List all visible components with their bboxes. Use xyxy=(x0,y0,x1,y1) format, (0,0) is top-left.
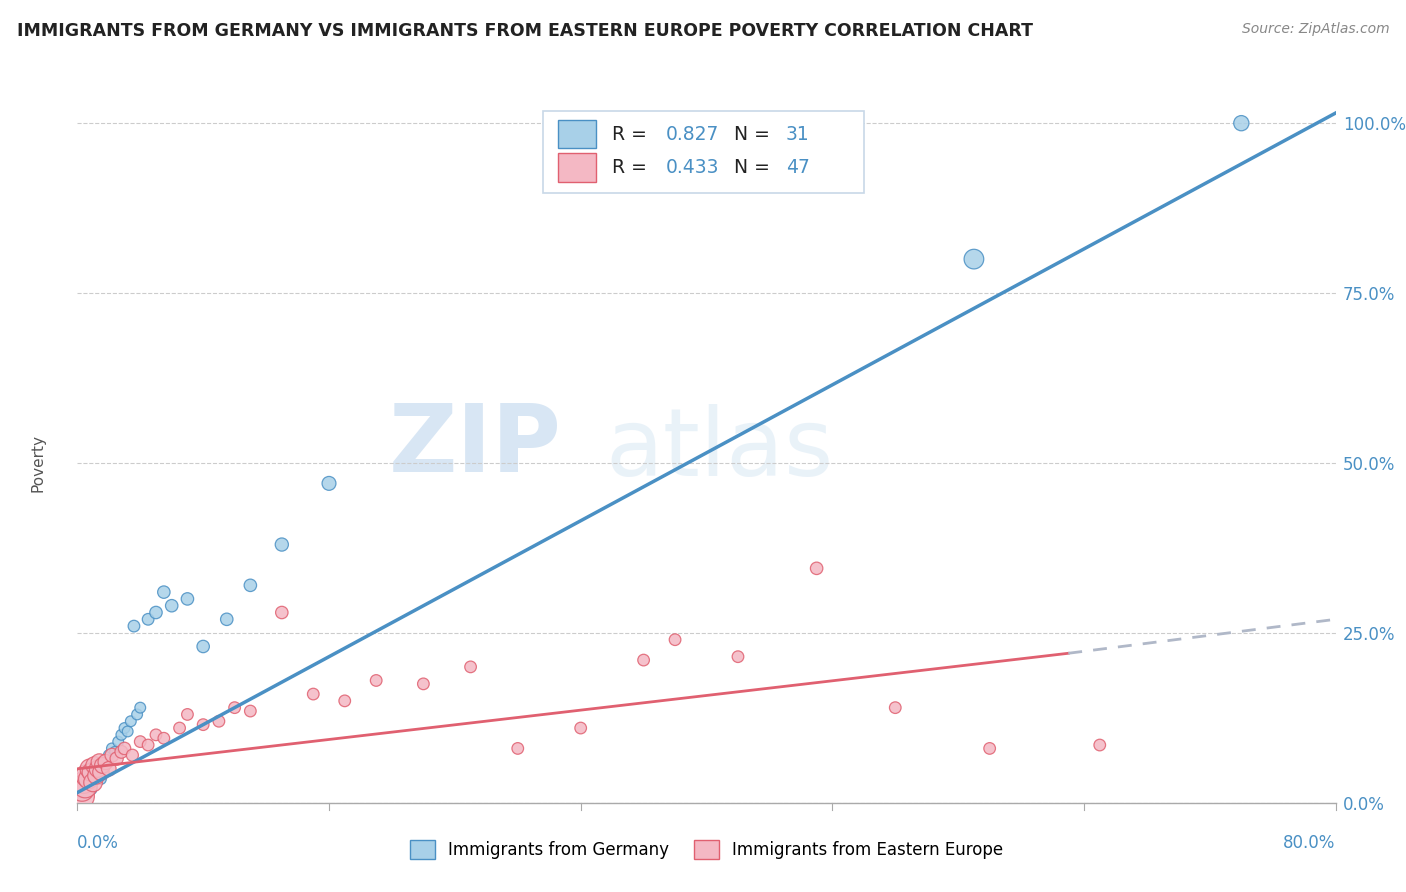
Point xyxy=(127,707,149,722)
Point xyxy=(114,741,136,756)
Point xyxy=(120,714,142,729)
Point xyxy=(110,728,132,742)
Point xyxy=(82,775,104,789)
Text: N =: N = xyxy=(734,158,776,178)
Point xyxy=(145,728,167,742)
Point xyxy=(121,748,143,763)
Point xyxy=(160,599,183,613)
Text: N =: N = xyxy=(734,125,776,144)
Point xyxy=(963,252,986,266)
Point xyxy=(239,578,262,592)
Point xyxy=(460,660,482,674)
Text: Poverty: Poverty xyxy=(31,434,45,492)
Point xyxy=(1088,738,1111,752)
FancyBboxPatch shape xyxy=(558,120,596,148)
Point xyxy=(80,782,103,797)
Point xyxy=(270,537,292,551)
Text: 0.433: 0.433 xyxy=(666,158,720,178)
Point xyxy=(333,694,356,708)
Text: 0.827: 0.827 xyxy=(666,125,720,144)
Point xyxy=(633,653,655,667)
Point xyxy=(70,786,93,800)
Point xyxy=(1230,116,1253,130)
Point xyxy=(83,769,105,783)
Point xyxy=(569,721,592,735)
Point xyxy=(114,721,136,735)
Point xyxy=(70,782,93,797)
Point xyxy=(91,758,114,772)
Point xyxy=(101,741,124,756)
Text: R =: R = xyxy=(612,125,652,144)
Text: 0.0%: 0.0% xyxy=(77,834,120,852)
Text: IMMIGRANTS FROM GERMANY VS IMMIGRANTS FROM EASTERN EUROPE POVERTY CORRELATION CH: IMMIGRANTS FROM GERMANY VS IMMIGRANTS FR… xyxy=(17,22,1033,40)
Point xyxy=(191,717,215,731)
Point xyxy=(97,762,120,776)
Point xyxy=(87,762,110,776)
Point xyxy=(76,769,98,783)
Point xyxy=(94,755,117,769)
Point xyxy=(176,591,198,606)
Point xyxy=(90,765,112,780)
Text: R =: R = xyxy=(612,158,652,178)
Text: ZIP: ZIP xyxy=(389,400,562,492)
Point xyxy=(208,714,231,729)
Text: 80.0%: 80.0% xyxy=(1284,834,1336,852)
Point xyxy=(77,772,100,786)
Point xyxy=(104,745,127,759)
Point xyxy=(110,745,132,759)
Text: 31: 31 xyxy=(786,125,810,144)
Point xyxy=(239,704,262,718)
Point xyxy=(105,751,128,765)
Point xyxy=(169,721,191,735)
Point xyxy=(69,789,91,803)
FancyBboxPatch shape xyxy=(543,111,863,193)
Point xyxy=(366,673,388,688)
Text: 47: 47 xyxy=(786,158,810,178)
Point xyxy=(79,762,101,776)
Point xyxy=(90,772,112,786)
Point xyxy=(664,632,686,647)
Text: atlas: atlas xyxy=(606,403,834,496)
FancyBboxPatch shape xyxy=(558,153,596,182)
Point xyxy=(72,775,94,789)
Point xyxy=(506,741,529,756)
Point xyxy=(806,561,828,575)
Point xyxy=(129,700,152,714)
Point xyxy=(84,769,107,783)
Point xyxy=(884,700,907,714)
Point xyxy=(153,585,176,599)
Point xyxy=(117,724,139,739)
Point xyxy=(129,734,152,748)
Point xyxy=(979,741,1001,756)
Point xyxy=(145,606,167,620)
Point xyxy=(75,779,97,793)
Point xyxy=(107,734,129,748)
Legend: Immigrants from Germany, Immigrants from Eastern Europe: Immigrants from Germany, Immigrants from… xyxy=(404,833,1010,866)
Point xyxy=(77,775,100,789)
Point xyxy=(727,649,749,664)
Point xyxy=(80,765,103,780)
Point xyxy=(318,476,340,491)
Point xyxy=(153,731,176,746)
Text: Source: ZipAtlas.com: Source: ZipAtlas.com xyxy=(1241,22,1389,37)
Point xyxy=(412,677,434,691)
Point xyxy=(302,687,325,701)
Point xyxy=(83,758,105,772)
Point xyxy=(101,748,124,763)
Point xyxy=(224,700,246,714)
Point xyxy=(122,619,145,633)
Point xyxy=(191,640,215,654)
Point xyxy=(97,748,120,763)
Point xyxy=(136,612,159,626)
Point xyxy=(176,707,198,722)
Point xyxy=(215,612,238,626)
Point xyxy=(270,606,292,620)
Point xyxy=(87,762,110,776)
Point xyxy=(75,779,97,793)
Point xyxy=(136,738,159,752)
Point xyxy=(93,755,115,769)
Point xyxy=(89,755,111,769)
